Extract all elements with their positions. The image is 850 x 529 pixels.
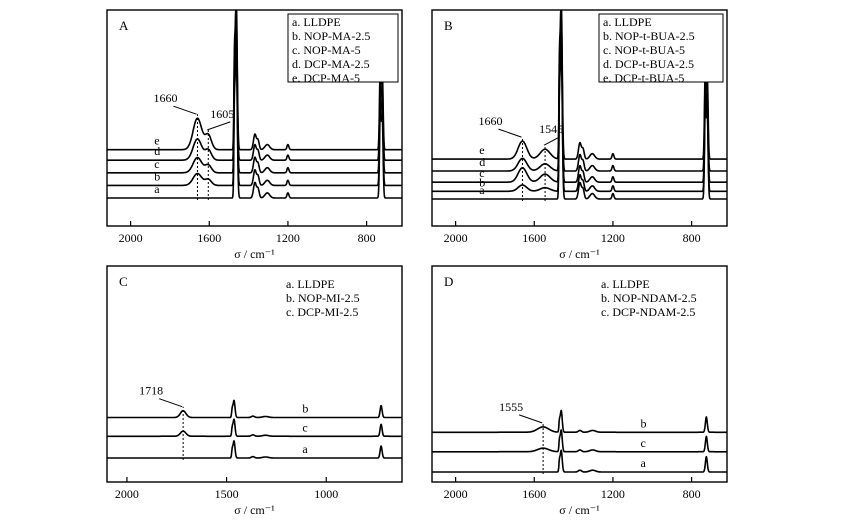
x-axis-label: σ / cm⁻¹	[234, 247, 275, 261]
pointer-1660	[498, 128, 522, 138]
series-label-b: b	[640, 416, 646, 430]
spectrum-trace-b	[106, 399, 403, 419]
x-tick-label: 800	[358, 231, 376, 245]
legend-box	[287, 13, 399, 83]
series-label-a: a	[479, 183, 485, 197]
spectrum-trace-c	[106, 418, 403, 438]
spectrum-trace-d	[106, 10, 403, 161]
legend-entry: a. LLDPE	[603, 15, 652, 29]
series-label-e: e	[479, 143, 484, 157]
x-tick-label: 1600	[522, 487, 546, 501]
series-label-a: a	[302, 442, 308, 456]
annotation-1555: 1555	[499, 400, 523, 414]
series-label-a: a	[640, 456, 646, 470]
spectrum-trace-e	[431, 10, 728, 160]
spectrum-trace-c	[431, 18, 728, 183]
series-label-c: c	[479, 166, 484, 180]
spectrum-trace-e	[106, 10, 403, 151]
spectrum-trace-b	[431, 409, 728, 434]
annotation-1545: 1545	[539, 122, 563, 136]
x-tick-label: 2000	[444, 231, 468, 245]
pointer-1545	[543, 136, 560, 146]
panel-letter: A	[119, 18, 129, 33]
legend-entry: c. NOP-MA-5	[292, 43, 361, 57]
pointer-1605	[207, 121, 231, 131]
x-tick-label: 2000	[119, 231, 143, 245]
pointer-1660	[173, 105, 197, 115]
plot-frame	[431, 9, 728, 227]
spectrum-trace-a	[431, 35, 728, 200]
legend-entry: c. NOP-t-BUA-5	[603, 43, 685, 57]
x-tick-label: 1200	[601, 231, 625, 245]
series-label-c: c	[640, 436, 645, 450]
x-axis-label: σ / cm⁻¹	[559, 247, 600, 261]
x-axis-label: σ / cm⁻¹	[234, 503, 275, 517]
pointer-1718	[158, 398, 183, 408]
series-label-b: b	[154, 169, 160, 183]
panel-letter: B	[444, 18, 453, 33]
x-tick-label: 1600	[197, 231, 221, 245]
x-axis-label: σ / cm⁻¹	[559, 503, 600, 517]
legend-entry: a. LLDPE	[286, 277, 335, 291]
series-label-d: d	[479, 155, 485, 169]
legend-box	[598, 13, 724, 83]
legend-entry: a. LLDPE	[292, 15, 341, 29]
x-tick-label: 800	[683, 487, 701, 501]
series-label-a: a	[154, 182, 160, 196]
legend-entry: c. DCP-MI-2.5	[286, 305, 358, 319]
spectrum-trace-a	[106, 43, 403, 199]
x-tick-label: 1200	[601, 487, 625, 501]
series-label-b: b	[302, 402, 308, 416]
pointer-1555	[518, 414, 543, 424]
legend-entry: d. DCP-t-BUA-2.5	[603, 57, 694, 71]
spectrum-trace-b	[106, 30, 403, 187]
series-label-e: e	[154, 134, 159, 148]
spectrum-trace-d	[431, 10, 728, 172]
spectrum-trace-c	[431, 429, 728, 453]
panel-D: acb 1555 2000 1600 1200 800 σ / cm⁻¹ D a. LLDPEb…	[431, 265, 728, 517]
spectrum-trace-a	[106, 440, 403, 459]
annotation-1660: 1660	[478, 114, 502, 128]
spectrum-trace-c	[106, 18, 403, 174]
legend-entry: b. NOP-t-BUA-2.5	[603, 29, 695, 43]
series-label-d: d	[154, 144, 160, 158]
annotation-1605: 1605	[210, 107, 234, 121]
x-tick-label: 2000	[115, 487, 139, 501]
x-tick-label: 1500	[215, 487, 239, 501]
x-tick-label: 1600	[522, 231, 546, 245]
legend-entry: c. DCP-NDAM-2.5	[601, 305, 695, 319]
spectrum-trace-b	[431, 27, 728, 193]
annotation-1660: 1660	[153, 91, 177, 105]
plot-frame	[431, 265, 728, 483]
plot-frame	[106, 9, 403, 227]
series-label-c: c	[302, 420, 307, 434]
x-tick-label: 1000	[314, 487, 338, 501]
annotation-1718: 1718	[139, 384, 163, 398]
plot-frame	[106, 265, 403, 483]
legend-entry: b. NOP-NDAM-2.5	[601, 291, 697, 305]
panel-letter: C	[119, 274, 128, 289]
x-tick-label: 1200	[276, 231, 300, 245]
legend-entry: b. NOP-MI-2.5	[286, 291, 360, 305]
x-tick-label: 800	[683, 231, 701, 245]
legend-entry: a. LLDPE	[601, 277, 650, 291]
legend-entry: d. DCP-MA-2.5	[292, 57, 370, 71]
spectrum-trace-a	[431, 449, 728, 473]
x-tick-label: 2000	[444, 487, 468, 501]
series-label-c: c	[154, 157, 159, 171]
legend-entry: e. DCP-t-BUA-5	[603, 71, 684, 85]
legend-entry: b. NOP-MA-2.5	[292, 29, 370, 43]
legend-entry: e. DCP-MA-5	[292, 71, 360, 85]
panel-letter: D	[444, 274, 453, 289]
